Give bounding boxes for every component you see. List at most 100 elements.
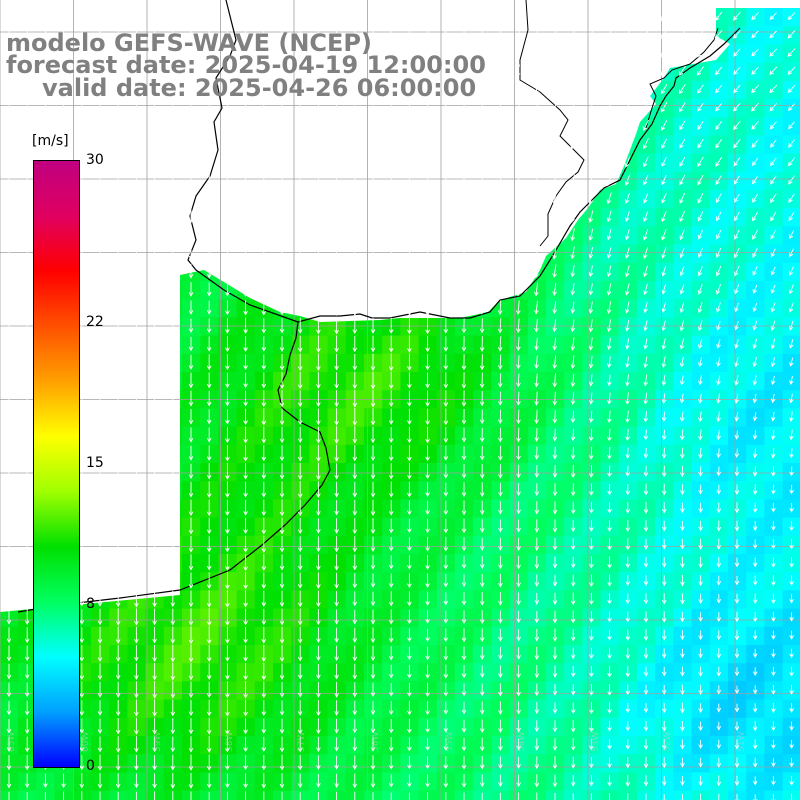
speed-cell	[764, 26, 784, 45]
wind-arrow	[497, 336, 503, 352]
speed-cell	[764, 190, 784, 209]
wind-arrow	[6, 191, 12, 206]
wind-arrow	[407, 756, 412, 770]
speed-cell	[728, 8, 747, 27]
wind-arrow	[6, 245, 12, 261]
wind-arrow	[461, 118, 467, 133]
speed-cell	[600, 262, 620, 282]
wind-arrow	[680, 484, 685, 496]
wind-arrow	[570, 720, 576, 733]
wind-arrow	[206, 572, 212, 590]
wind-arrow	[316, 444, 321, 462]
speed-cell	[764, 281, 784, 300]
wind-arrow	[734, 375, 739, 386]
wind-arrow	[679, 411, 685, 423]
speed-cell	[673, 153, 693, 173]
wind-arrow	[6, 373, 12, 388]
wind-arrow	[170, 337, 176, 352]
wind-arrow	[152, 663, 157, 681]
wind-arrow	[680, 502, 685, 514]
wind-arrow	[334, 45, 339, 60]
wind-arrow	[533, 46, 539, 60]
wind-arrow	[279, 227, 285, 243]
wind-arrow	[443, 427, 449, 444]
wind-arrow	[6, 536, 12, 552]
wind-arrow	[243, 10, 248, 23]
wind-arrow	[134, 264, 139, 278]
wind-arrow	[6, 609, 12, 625]
wind-arrow	[61, 100, 66, 115]
wind-arrow	[297, 408, 303, 426]
wind-arrow	[624, 10, 631, 22]
wind-arrow	[443, 573, 449, 588]
wind-arrow	[570, 410, 576, 424]
speed-cell	[728, 99, 747, 118]
wind-arrow	[388, 353, 394, 372]
wind-arrow	[334, 227, 339, 242]
wind-arrow	[698, 793, 703, 800]
wind-arrow	[516, 519, 521, 533]
wind-arrow	[734, 339, 739, 349]
wind-arrow	[388, 173, 394, 187]
wind-arrow	[698, 775, 703, 787]
wind-arrow	[788, 193, 795, 203]
wind-arrow	[261, 173, 267, 188]
wind-arrow	[461, 300, 467, 316]
speed-cell	[582, 426, 602, 446]
wind-arrow	[206, 9, 212, 24]
wind-arrow	[134, 572, 139, 590]
speed-cell	[655, 99, 674, 118]
wind-arrow	[570, 647, 576, 660]
wind-arrow	[443, 372, 449, 389]
wind-arrow	[170, 427, 176, 443]
speed-cell	[746, 463, 765, 482]
speed-cell	[673, 135, 693, 155]
wind-arrow	[516, 501, 521, 515]
wind-arrow	[625, 211, 630, 223]
wind-arrow	[680, 556, 685, 569]
wind-arrow	[352, 719, 358, 734]
wind-arrow	[461, 354, 467, 371]
wind-arrow	[425, 774, 430, 788]
speed-cell	[673, 372, 693, 391]
wind-arrow	[334, 10, 339, 23]
wind-arrow	[316, 155, 321, 169]
wind-arrow	[680, 648, 685, 659]
wind-arrow	[752, 393, 758, 404]
wind-arrow	[225, 282, 230, 297]
wind-arrow	[479, 300, 485, 315]
wind-arrow	[6, 719, 12, 734]
wind-arrow	[297, 682, 303, 698]
wind-arrow	[61, 137, 66, 151]
wind-arrow	[425, 555, 430, 570]
wind-arrow	[589, 556, 594, 569]
wind-arrow	[751, 30, 759, 39]
wind-arrow	[370, 701, 376, 716]
speed-cell	[582, 317, 602, 337]
wind-arrow	[570, 629, 576, 642]
wind-arrow	[752, 575, 758, 586]
wind-arrow	[479, 683, 485, 697]
speed-cell	[600, 299, 620, 318]
wind-arrow	[443, 592, 449, 606]
wind-arrow	[770, 266, 776, 276]
wind-arrow	[97, 608, 103, 626]
wind-arrow	[479, 574, 485, 588]
speed-cell	[709, 117, 729, 136]
wind-arrow	[698, 593, 703, 604]
speed-cell	[764, 262, 784, 282]
wind-arrow	[698, 375, 703, 386]
speed-cell	[527, 372, 547, 391]
speed-cell	[691, 353, 711, 373]
wind-arrow	[789, 503, 794, 513]
wind-arrow	[734, 794, 740, 800]
wind-arrow	[6, 282, 12, 297]
speed-cell	[600, 444, 620, 464]
wind-arrow	[789, 648, 794, 659]
wind-arrow	[770, 157, 777, 167]
wind-arrow	[206, 100, 212, 115]
wind-arrow	[97, 718, 103, 735]
wind-arrow	[225, 571, 230, 590]
wind-arrow	[770, 394, 776, 404]
speed-cell	[546, 408, 565, 428]
